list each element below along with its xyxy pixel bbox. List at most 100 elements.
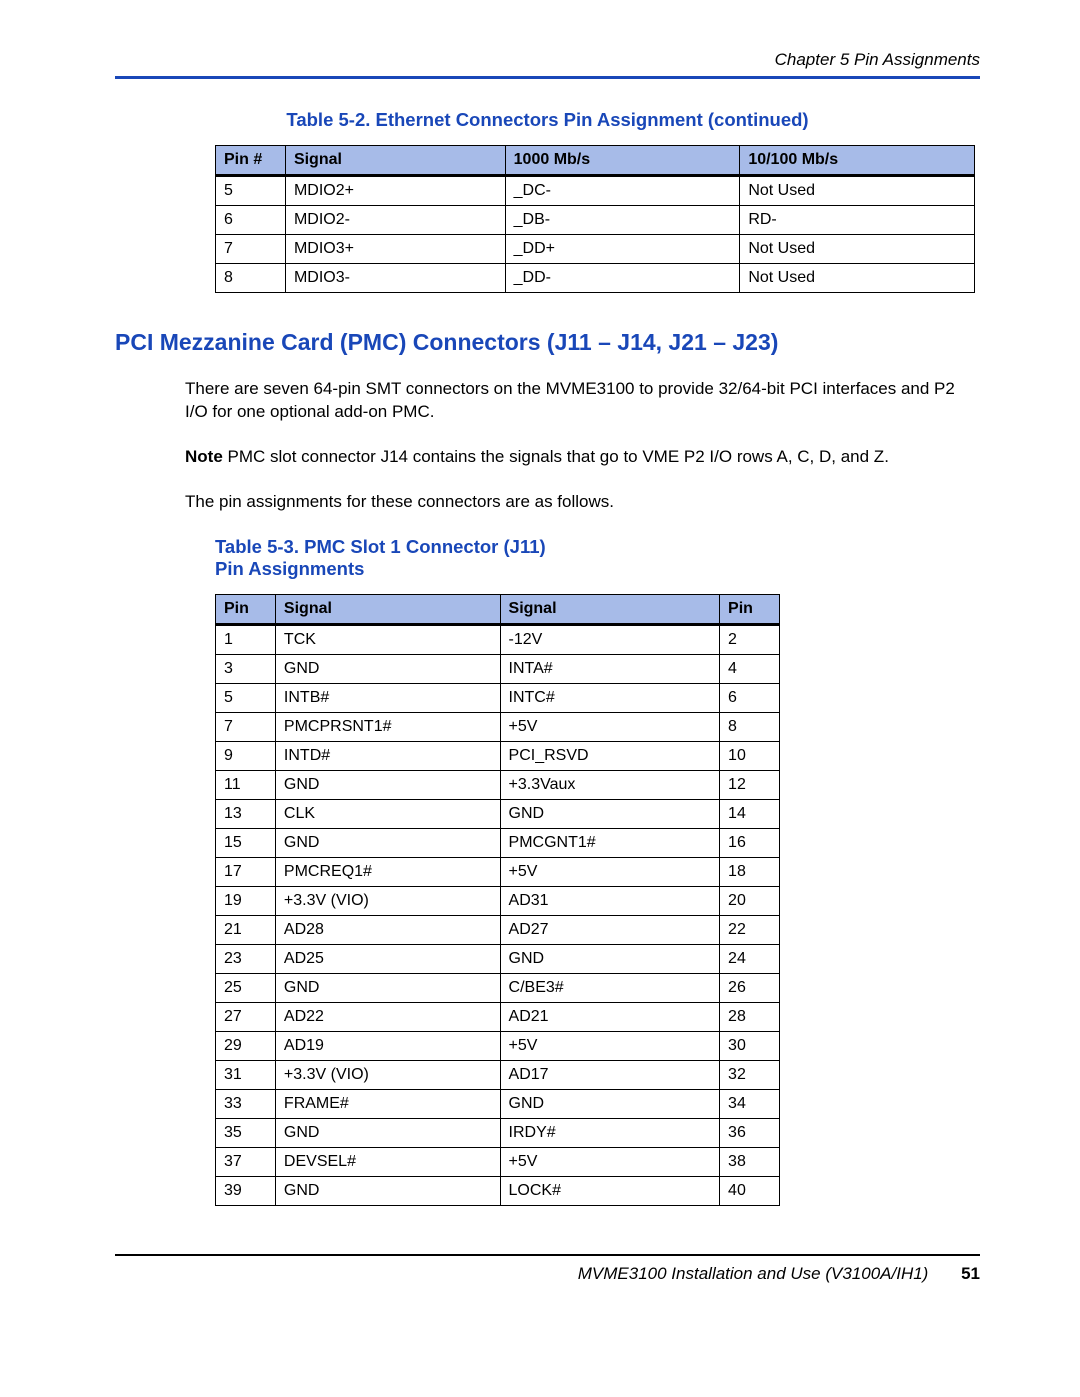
table-cell: IRDY#: [500, 1118, 720, 1147]
table-cell: GND: [275, 828, 500, 857]
table-cell: TCK: [275, 624, 500, 654]
table-row: 23AD25GND24: [216, 944, 780, 973]
table-row: 33FRAME#GND34: [216, 1089, 780, 1118]
header-divider: [115, 76, 980, 79]
table-cell: 7: [216, 235, 286, 264]
footer-page-number: 51: [961, 1264, 980, 1283]
table-cell: 22: [720, 915, 780, 944]
table-cell: 30: [720, 1031, 780, 1060]
table-cell: C/BE3#: [500, 973, 720, 1002]
table-cell: DEVSEL#: [275, 1147, 500, 1176]
table1-caption: Table 5-2. Ethernet Connectors Pin Assig…: [115, 109, 980, 131]
table-cell: +3.3Vaux: [500, 770, 720, 799]
table-cell: Not Used: [740, 235, 975, 264]
table1-col-10100mbs: 10/100 Mb/s: [740, 146, 975, 176]
table-cell: 5: [216, 176, 286, 206]
table-cell: PCI_RSVD: [500, 741, 720, 770]
table-cell: 8: [720, 712, 780, 741]
table1-col-pin: Pin #: [216, 146, 286, 176]
table-cell: AD25: [275, 944, 500, 973]
table-cell: +3.3V (VIO): [275, 1060, 500, 1089]
table-cell: AD17: [500, 1060, 720, 1089]
table-cell: MDIO3-: [285, 264, 505, 293]
table-cell: 1: [216, 624, 276, 654]
table-row: 13CLKGND14: [216, 799, 780, 828]
table-row: 35GNDIRDY#36: [216, 1118, 780, 1147]
table-row: 3GNDINTA#4: [216, 654, 780, 683]
table-row: 6MDIO2-_DB-RD-: [216, 206, 975, 235]
table-row: 7PMCPRSNT1#+5V8: [216, 712, 780, 741]
page-footer: MVME3100 Installation and Use (V3100A/IH…: [115, 1254, 980, 1284]
table-cell: 21: [216, 915, 276, 944]
table-cell: _DC-: [505, 176, 740, 206]
table-cell: 24: [720, 944, 780, 973]
table-cell: CLK: [275, 799, 500, 828]
table-cell: 35: [216, 1118, 276, 1147]
table-cell: PMCGNT1#: [500, 828, 720, 857]
table-cell: GND: [500, 944, 720, 973]
table-cell: AD31: [500, 886, 720, 915]
table-cell: AD21: [500, 1002, 720, 1031]
table-cell: 10: [720, 741, 780, 770]
table-cell: 9: [216, 741, 276, 770]
table-cell: _DB-: [505, 206, 740, 235]
table-row: 37DEVSEL#+5V38: [216, 1147, 780, 1176]
table-row: 21AD28AD2722: [216, 915, 780, 944]
table-cell: INTA#: [500, 654, 720, 683]
table-cell: FRAME#: [275, 1089, 500, 1118]
table-cell: 26: [720, 973, 780, 1002]
table-cell: 4: [720, 654, 780, 683]
table-cell: GND: [275, 654, 500, 683]
note-paragraph: Note PMC slot connector J14 contains the…: [185, 446, 980, 469]
table-row: 27AD22AD2128: [216, 1002, 780, 1031]
table-cell: AD27: [500, 915, 720, 944]
table-row: 9INTD#PCI_RSVD10: [216, 741, 780, 770]
table-cell: 23: [216, 944, 276, 973]
table2-col-pin-left: Pin: [216, 594, 276, 624]
table-cell: 40: [720, 1176, 780, 1205]
table-cell: 28: [720, 1002, 780, 1031]
table-cell: AD19: [275, 1031, 500, 1060]
table1-col-1000mbs: 1000 Mb/s: [505, 146, 740, 176]
chapter-header: Chapter 5 Pin Assignments: [115, 50, 980, 70]
table-cell: 29: [216, 1031, 276, 1060]
table-row: 5MDIO2+_DC-Not Used: [216, 176, 975, 206]
table-cell: _DD+: [505, 235, 740, 264]
table-cell: 34: [720, 1089, 780, 1118]
table-cell: 27: [216, 1002, 276, 1031]
table2-col-signal-right: Signal: [500, 594, 720, 624]
table-cell: +5V: [500, 857, 720, 886]
table-cell: 32: [720, 1060, 780, 1089]
table-cell: _DD-: [505, 264, 740, 293]
table-cell: INTC#: [500, 683, 720, 712]
table-cell: 18: [720, 857, 780, 886]
ethernet-connectors-table: Pin # Signal 1000 Mb/s 10/100 Mb/s 5MDIO…: [215, 145, 975, 293]
table-cell: RD-: [740, 206, 975, 235]
table-cell: 15: [216, 828, 276, 857]
section-heading-pmc-connectors: PCI Mezzanine Card (PMC) Connectors (J11…: [115, 329, 980, 356]
table-cell: GND: [275, 770, 500, 799]
table-cell: AD28: [275, 915, 500, 944]
table-cell: 16: [720, 828, 780, 857]
table-cell: 33: [216, 1089, 276, 1118]
table-cell: 17: [216, 857, 276, 886]
table-cell: 25: [216, 973, 276, 1002]
table-cell: 37: [216, 1147, 276, 1176]
table-cell: GND: [275, 1118, 500, 1147]
table-cell: 31: [216, 1060, 276, 1089]
table-cell: +3.3V (VIO): [275, 886, 500, 915]
note-text: PMC slot connector J14 contains the sign…: [223, 447, 889, 466]
table2-header-row: Pin Signal Signal Pin: [216, 594, 780, 624]
table-cell: PMCREQ1#: [275, 857, 500, 886]
table-cell: GND: [275, 973, 500, 1002]
table-cell: AD22: [275, 1002, 500, 1031]
table-cell: 7: [216, 712, 276, 741]
table-row: 25GNDC/BE3#26: [216, 973, 780, 1002]
table-cell: 11: [216, 770, 276, 799]
table-cell: 6: [216, 206, 286, 235]
table-cell: MDIO2-: [285, 206, 505, 235]
table2-caption-line2: Pin Assignments: [215, 558, 364, 579]
table-row: 1TCK-12V2: [216, 624, 780, 654]
table2-col-signal-left: Signal: [275, 594, 500, 624]
para-intro: There are seven 64-pin SMT connectors on…: [185, 378, 980, 424]
